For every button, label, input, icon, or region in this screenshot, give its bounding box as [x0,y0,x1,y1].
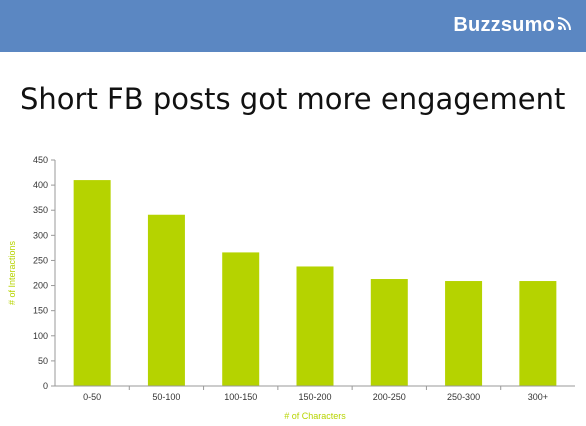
header-banner: Buzzsumo [0,0,586,52]
y-tick-label: 50 [38,356,48,366]
brand-name: Buzzsumo [453,13,555,36]
y-tick-label: 450 [33,155,48,165]
x-tick-label: 150-200 [298,392,331,402]
bar-250-300 [445,281,483,386]
bar-300+ [519,281,557,386]
x-tick-label: 0-50 [83,392,101,402]
y-tick-label: 100 [33,331,48,341]
x-tick-label: 200-250 [373,392,406,402]
x-axis-label: # of Characters [284,411,346,421]
bar-chart: 0 50 100 150 200 250 300 350 400 450 0-50 50-100 10… [7,155,575,421]
bar-150-200 [296,266,334,386]
y-tick-label: 350 [33,205,48,215]
broadcast-signal-icon [557,17,571,31]
y-tick-label: 150 [33,306,48,316]
y-axis-label: # of Interactions [7,240,17,305]
y-tick-label: 300 [33,230,48,240]
x-tick-label: 300+ [528,392,548,402]
y-tick-label: 200 [33,281,48,291]
y-tick-label: 0 [43,381,48,391]
y-axis-ticks: 0 50 100 150 200 250 300 350 400 450 [33,155,55,391]
bar-0-50 [73,180,111,386]
y-tick-label: 400 [33,180,48,190]
x-tick-label: 250-300 [447,392,480,402]
x-tick-label: 100-150 [224,392,257,402]
bar-200-250 [370,279,408,386]
x-axis-ticks: 0-50 50-100 100-150 150-200 200-250 250-300 30… [83,386,548,402]
slide-title: Short FB posts got more engagement [20,82,566,116]
bars [73,180,557,386]
buzzsumo-logo[interactable]: Buzzsumo [453,10,572,40]
y-tick-label: 250 [33,255,48,265]
x-tick-label: 50-100 [152,392,180,402]
bar-50-100 [147,214,185,386]
bar-100-150 [222,252,260,386]
